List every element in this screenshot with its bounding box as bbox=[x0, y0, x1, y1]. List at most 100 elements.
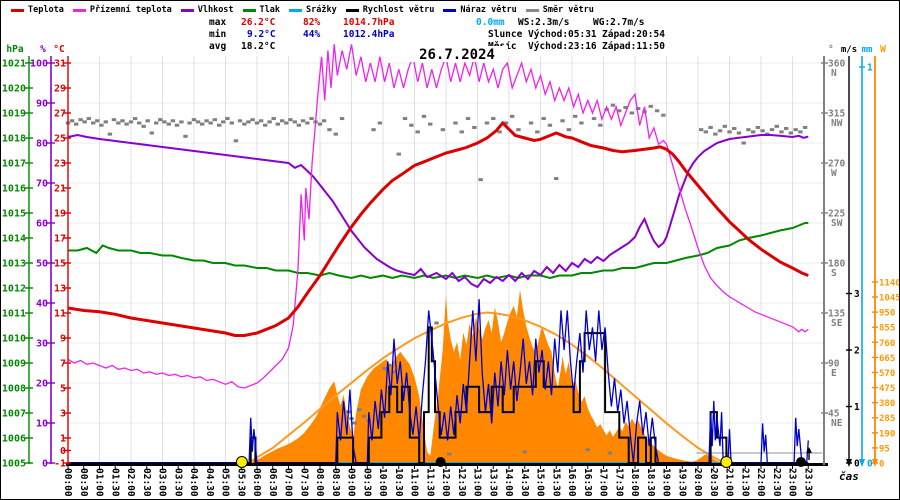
svg-text:380: 380 bbox=[879, 399, 895, 409]
svg-text:180: 180 bbox=[828, 259, 845, 270]
svg-text:855: 855 bbox=[879, 324, 895, 334]
svg-text:1006: 1006 bbox=[2, 434, 26, 445]
svg-text:0: 0 bbox=[42, 459, 48, 470]
svg-text:21:30: 21:30 bbox=[739, 468, 750, 497]
series-Směr větru bbox=[65, 103, 808, 456]
svg-text:18:00: 18:00 bbox=[629, 468, 640, 497]
stat-avg-label: avg bbox=[209, 41, 227, 52]
svg-text:04:30: 04:30 bbox=[204, 468, 215, 497]
svg-text:14:00: 14:00 bbox=[503, 468, 514, 497]
legend-swatch bbox=[289, 8, 303, 12]
series-Teplota bbox=[67, 120, 809, 337]
svg-text:20:00: 20:00 bbox=[692, 468, 703, 497]
svg-text:-1: -1 bbox=[54, 459, 66, 470]
legend-label: Srážky bbox=[306, 5, 337, 15]
stat-min-humidity: 44% bbox=[303, 29, 321, 40]
legend-swatch bbox=[242, 8, 256, 12]
legend-item-2: Vlhkost bbox=[180, 5, 234, 15]
svg-text:19: 19 bbox=[54, 209, 66, 220]
svg-text:1045: 1045 bbox=[879, 294, 900, 304]
svg-text:285: 285 bbox=[879, 414, 895, 424]
svg-text:20: 20 bbox=[36, 379, 48, 390]
svg-text:NW: NW bbox=[831, 118, 843, 129]
svg-text:2: 2 bbox=[854, 346, 860, 357]
svg-text:1010: 1010 bbox=[2, 334, 26, 345]
svg-text:0: 0 bbox=[879, 460, 884, 470]
svg-text:950: 950 bbox=[879, 309, 895, 319]
svg-text:270: 270 bbox=[828, 159, 845, 170]
legend-swatch bbox=[443, 8, 457, 12]
moonset-marker bbox=[435, 457, 446, 467]
svg-text:12:30: 12:30 bbox=[456, 468, 467, 497]
stat-avg-temp: 18.2°C bbox=[241, 41, 276, 52]
svg-text:00:30: 00:30 bbox=[78, 468, 89, 497]
svg-text:17:30: 17:30 bbox=[613, 468, 624, 497]
stat-min-pressure: 1012.4hPa bbox=[343, 29, 395, 40]
svg-text:%: % bbox=[40, 44, 46, 55]
svg-text:17: 17 bbox=[54, 234, 66, 245]
legend-label: Směr větru bbox=[542, 5, 594, 15]
svg-text:m/s: m/s bbox=[841, 45, 857, 55]
legend-item-3: Tlak bbox=[242, 5, 281, 15]
svg-text:1020: 1020 bbox=[2, 84, 26, 95]
svg-text:SE: SE bbox=[831, 318, 843, 329]
svg-text:15: 15 bbox=[54, 259, 66, 270]
svg-text:80: 80 bbox=[36, 139, 48, 150]
svg-text:10:00: 10:00 bbox=[377, 468, 388, 497]
svg-text:23:30: 23:30 bbox=[802, 468, 813, 497]
moonrise-marker bbox=[796, 457, 807, 467]
stat-max-label: max bbox=[209, 17, 227, 28]
svg-text:50: 50 bbox=[36, 259, 48, 270]
svg-text:°C: °C bbox=[53, 44, 65, 55]
x-axis bbox=[66, 463, 828, 466]
svg-text:10: 10 bbox=[36, 419, 48, 430]
legend-swatch bbox=[525, 8, 539, 12]
legend-label: Tlak bbox=[259, 5, 281, 15]
svg-text:E: E bbox=[831, 368, 837, 379]
svg-text:0: 0 bbox=[854, 459, 860, 470]
svg-text:31: 31 bbox=[54, 59, 66, 70]
svg-text:16:00: 16:00 bbox=[566, 468, 577, 497]
svg-text:1012: 1012 bbox=[2, 284, 26, 295]
svg-text:95: 95 bbox=[879, 444, 890, 454]
svg-text:1013: 1013 bbox=[2, 259, 26, 270]
legend-item-5: Rychlost větru bbox=[345, 5, 434, 15]
svg-text:21: 21 bbox=[54, 184, 66, 195]
legend-swatch bbox=[11, 8, 24, 12]
svg-text:21:00: 21:00 bbox=[724, 468, 735, 497]
stat-sunrise: Východ:05:31 bbox=[528, 29, 597, 40]
svg-text:225: 225 bbox=[828, 209, 845, 220]
svg-text:20:30: 20:30 bbox=[708, 468, 719, 497]
svg-text:360: 360 bbox=[828, 59, 845, 70]
svg-text:100: 100 bbox=[30, 59, 48, 70]
svg-text:475: 475 bbox=[879, 384, 895, 394]
legend-item-6: Náraz větru bbox=[443, 5, 517, 15]
svg-text:9: 9 bbox=[60, 334, 66, 345]
stat-moonrise: Východ:23:16 bbox=[528, 41, 597, 52]
svg-text:23:00: 23:00 bbox=[787, 468, 798, 497]
svg-text:315: 315 bbox=[828, 109, 845, 120]
legend-item-1: Přízemní teplota bbox=[72, 5, 172, 15]
svg-text:05:00: 05:00 bbox=[220, 468, 231, 497]
svg-text:čas: čas bbox=[839, 470, 859, 483]
svg-text:05:30: 05:30 bbox=[235, 468, 246, 497]
svg-text:S: S bbox=[831, 268, 837, 279]
series-Vlhkost bbox=[67, 133, 809, 289]
svg-text:SW: SW bbox=[831, 218, 843, 229]
svg-text:06:30: 06:30 bbox=[267, 468, 278, 497]
svg-text:07:30: 07:30 bbox=[298, 468, 309, 497]
svg-text:hPa: hPa bbox=[6, 44, 23, 55]
series-Přízemní teplota bbox=[67, 44, 809, 389]
svg-text:16:30: 16:30 bbox=[582, 468, 593, 497]
svg-text:W: W bbox=[880, 44, 886, 55]
legend-swatch bbox=[72, 8, 86, 12]
svg-text:1015: 1015 bbox=[2, 209, 26, 220]
svg-text:07:00: 07:00 bbox=[283, 468, 294, 497]
chart-title: 26.7.2024 bbox=[419, 47, 495, 63]
stat-max-temp: 26.2°C bbox=[241, 17, 276, 28]
svg-text:13:00: 13:00 bbox=[472, 468, 483, 497]
svg-text:22:30: 22:30 bbox=[771, 468, 782, 497]
svg-text:10:30: 10:30 bbox=[393, 468, 404, 497]
